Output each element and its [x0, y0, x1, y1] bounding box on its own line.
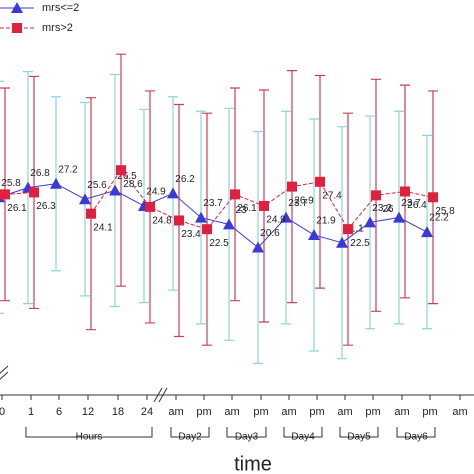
group-label: Day2: [178, 432, 202, 443]
data-label: 23.7: [203, 198, 223, 209]
marker: [343, 224, 353, 235]
data-label: 27.2: [58, 164, 78, 175]
legend-marker: [12, 23, 22, 33]
data-label: 26.8: [30, 168, 50, 179]
marker: [371, 190, 381, 201]
marker: [308, 228, 320, 240]
group-bracket: [283, 427, 323, 438]
marker: [287, 181, 297, 192]
marker: [280, 211, 292, 223]
group-bracket: [339, 427, 379, 438]
x-tick-label: 18: [112, 406, 124, 418]
x-tick-label: 0: [0, 406, 5, 418]
data-label: 24.9: [266, 215, 286, 226]
x-tick-label: 12: [82, 406, 94, 418]
marker: [202, 224, 212, 235]
x-tick-label: 1: [28, 406, 34, 418]
marker: [195, 211, 207, 223]
data-label: 26.1: [7, 203, 27, 214]
x-tick-label: am: [337, 406, 352, 418]
marker: [393, 211, 405, 223]
marker: [79, 193, 91, 205]
marker: [428, 192, 438, 203]
data-label: 24.8: [152, 216, 172, 227]
group-label: Hours: [76, 432, 103, 443]
data-label: 26.3: [36, 201, 56, 212]
group-label: Day6: [404, 432, 428, 443]
marker: [259, 200, 269, 211]
data-label: 25.8: [1, 178, 21, 189]
x-axis-label: time: [234, 453, 272, 474]
marker: [50, 177, 62, 189]
data-label: 26.5: [117, 171, 137, 182]
marker: [86, 208, 96, 219]
data-label: 21.1: [344, 223, 364, 234]
marker: [109, 184, 121, 196]
marker: [0, 189, 10, 200]
data-label: 26.9: [294, 195, 314, 206]
group-bracket: [25, 427, 153, 438]
data-label: 22.5: [350, 238, 370, 249]
legend-label: mrs<=2: [42, 2, 79, 14]
marker: [167, 187, 179, 199]
marker: [421, 226, 433, 238]
data-label: 21.9: [316, 216, 336, 227]
x-tick-label: am: [394, 406, 409, 418]
data-label: 23.4: [181, 229, 201, 240]
data-label: 23.7: [401, 198, 421, 209]
data-label: 26.2: [175, 174, 195, 185]
data-label: 24.9: [146, 187, 166, 198]
marker: [336, 236, 348, 248]
data-label: 24.1: [93, 222, 113, 233]
marker: [315, 176, 325, 187]
x-tick-label: am: [452, 406, 467, 418]
marker: [230, 189, 240, 200]
data-label: 20.6: [260, 228, 280, 239]
marker: [223, 218, 235, 230]
group-bracket: [170, 427, 210, 438]
legend-label: mrs>2: [42, 22, 73, 34]
error-bar: [0, 80, 4, 314]
data-label: 23.2: [372, 203, 392, 214]
axis-break: [0, 365, 9, 380]
axis-break: [153, 387, 168, 403]
group-bracket: [226, 427, 267, 438]
data-label: 26: [382, 204, 394, 215]
group-label: Day3: [235, 432, 259, 443]
x-tick-label: am: [224, 406, 239, 418]
data-label: 25.6: [87, 180, 107, 191]
series-line: [0, 183, 428, 249]
group-bracket: [396, 427, 436, 438]
x-tick-label: pm: [253, 406, 268, 418]
data-label: 27.4: [322, 190, 342, 201]
x-tick-label: 24: [141, 406, 153, 418]
x-tick-label: pm: [422, 406, 437, 418]
marker: [116, 165, 126, 176]
legend-marker: [11, 2, 23, 13]
marker: [145, 201, 155, 212]
marker: [174, 215, 184, 226]
x-tick-label: pm: [309, 406, 324, 418]
data-label: 23.7: [288, 198, 308, 209]
x-tick-label: am: [168, 406, 183, 418]
group-label: Day5: [347, 432, 371, 443]
marker: [252, 241, 264, 253]
marker: [364, 216, 376, 228]
data-label: 26.1: [237, 203, 257, 214]
data-label: 22.5: [209, 238, 229, 249]
group-label: Day4: [291, 432, 315, 443]
data-label: 22.2: [429, 213, 449, 224]
x-tick-label: pm: [196, 406, 211, 418]
data-label: 25.8: [435, 206, 455, 217]
marker: [400, 186, 410, 197]
data-label: 28.6: [123, 179, 143, 190]
data-label: 26.4: [407, 200, 427, 211]
x-tick-label: 6: [56, 406, 62, 418]
x-tick-label: pm: [365, 406, 380, 418]
x-tick-label: am: [281, 406, 296, 418]
data-label: 23: [235, 205, 247, 216]
marker: [29, 187, 39, 198]
